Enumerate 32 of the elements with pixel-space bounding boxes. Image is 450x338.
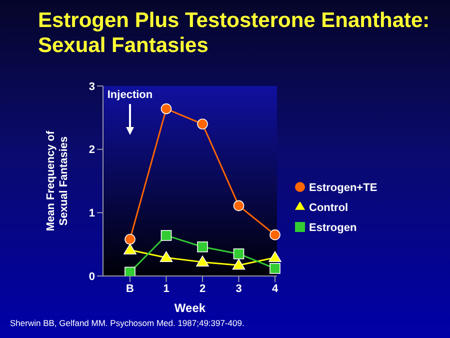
point (160, 251, 173, 262)
y-tick-label: 2 (88, 144, 95, 156)
y-axis-title: Mean Frequency of Sexual Fantasies (45, 130, 71, 234)
legend-label: Estrogen+TE (309, 182, 378, 194)
point (197, 118, 208, 130)
point (124, 234, 136, 245)
legend-label: Estrogen (309, 222, 357, 234)
y-tick-label: 1 (88, 208, 95, 220)
x-axis-title: Week (174, 301, 206, 315)
y-tick-label: 3 (88, 80, 95, 93)
point (196, 256, 209, 266)
point (270, 229, 280, 240)
point (124, 266, 136, 276)
point (268, 251, 282, 262)
point (233, 248, 244, 260)
annotation: Injection (107, 89, 153, 101)
chart-title: Estrogen Plus Testosterone Enanthate: Sexual Fantasies (38, 8, 431, 58)
x-tick-label: 4 (272, 282, 279, 295)
point (160, 230, 172, 241)
point (232, 258, 246, 270)
point (124, 244, 136, 254)
point (233, 200, 244, 212)
point (197, 241, 208, 252)
x-tick-label: 1 (163, 282, 170, 295)
point (270, 263, 280, 274)
point (160, 103, 172, 114)
x-tick-label: 3 (236, 282, 242, 295)
y-tick-label: 0 (88, 270, 95, 283)
x-tick-label: 2 (199, 282, 206, 295)
text: Sherwin BB, Gelfand MM. Psychosom Med. 1987;49:397-409. (10, 318, 244, 328)
x-tick-label: B (126, 282, 134, 295)
legend-label: Control (309, 202, 348, 214)
